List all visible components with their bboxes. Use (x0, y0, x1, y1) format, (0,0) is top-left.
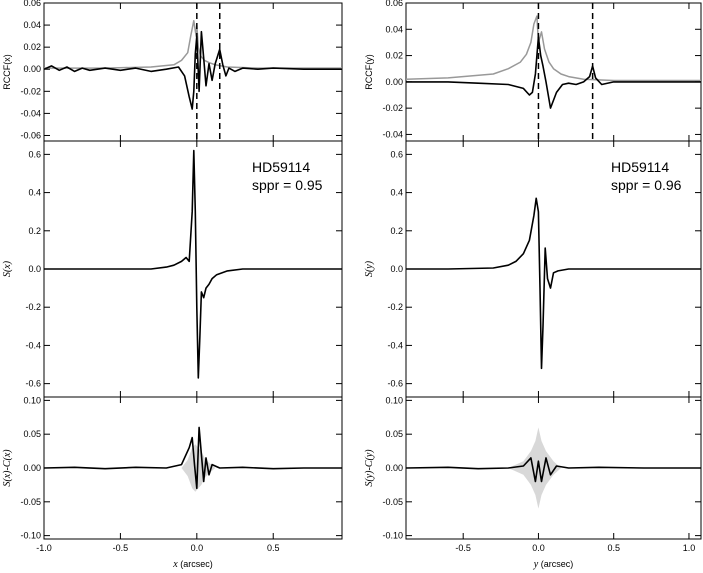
ytick-label: -0.4 (387, 340, 403, 350)
plot-area (406, 197, 701, 370)
xtick-label: -1.0 (36, 543, 52, 553)
plot-area (44, 149, 342, 379)
ytick-label: 0.05 (23, 429, 41, 439)
y-axis-label: S(y)-C(y) (364, 449, 375, 487)
xtick-label: 1.0 (683, 543, 696, 553)
ytick-label: 0.00 (23, 64, 41, 74)
ytick-label: 0.4 (390, 188, 403, 198)
ytick-label: 0.06 (23, 0, 41, 8)
plot-area (406, 3, 701, 141)
y-axis-label: RCCF(y) (364, 54, 374, 90)
ytick-label: 0.00 (23, 463, 41, 473)
ytick-label: -0.6 (25, 379, 41, 389)
ytick-label: 0.10 (385, 395, 403, 405)
ytick-label: -0.2 (25, 302, 41, 312)
xtick-label: 0.0 (191, 543, 204, 553)
left-chart: -0.06-0.04-0.020.000.020.040.06RCCF(x)-0… (2, 0, 343, 570)
ytick-label: -0.05 (20, 497, 41, 507)
ytick-label: 0.6 (28, 149, 41, 159)
x-axis-label: x (arcsec) (172, 559, 212, 570)
left-panel-rccf: -0.06 -0.04 -0.02 0.00 0.02 0.04 0.06 RCCF(x) (2, 0, 343, 142)
y-axis-label: S(x) (2, 260, 13, 277)
ytick-label: 0.06 (385, 0, 403, 8)
y-axis-label: RCCF(x) (2, 54, 12, 90)
xtick-label: -0.5 (455, 543, 471, 553)
ytick-label: -0.2 (387, 302, 403, 312)
y-axis-label: S(x)-C(x) (2, 449, 13, 487)
ytick-label: 0.00 (385, 77, 403, 87)
series-line-0 (44, 426, 342, 490)
ytick-label: 0.05 (385, 429, 403, 439)
ytick-label: 0.0 (390, 264, 403, 274)
right-panel-rccf: -0.04 -0.02 0.00 0.02 0.04 0.06 RCCF(y) (364, 0, 702, 142)
ytick-label: 0.02 (23, 42, 41, 52)
sppr-label: sppr = 0.96 (611, 177, 682, 193)
xtick-label: 0.5 (607, 543, 620, 553)
series-line-1 (44, 30, 342, 110)
ytick-label: 0.6 (390, 149, 403, 159)
star-name-label: HD59114 (611, 159, 669, 175)
series-line-0 (44, 149, 342, 379)
series-line-0 (406, 457, 701, 483)
plot-area (44, 426, 342, 492)
ytick-label: -0.02 (20, 86, 41, 96)
y-axis-label: S(y) (364, 260, 375, 277)
ytick-label: -0.10 (20, 531, 41, 541)
x-axis-label: y (arcsec) (533, 559, 573, 570)
plot-area (44, 3, 342, 141)
left-panel-resid: -0.10 -0.05 0.00 0.05 0.10 S(x)-C(x) (2, 395, 343, 541)
ytick-label: 0.4 (28, 188, 41, 198)
ytick-label: 0.04 (385, 24, 403, 34)
ytick-label: 0.02 (385, 51, 403, 61)
ytick-label: -0.4 (25, 340, 41, 350)
ytick-label: -0.04 (382, 129, 403, 139)
series-line-0 (406, 197, 701, 370)
ytick-label: -0.05 (382, 497, 403, 507)
ytick-label: -0.10 (382, 531, 403, 541)
left-panel-s: -0.6 -0.4 -0.2 0.0 0.2 0.4 0.6 S(x) HD59114 sppr … (2, 140, 343, 398)
ytick-label: -0.02 (382, 103, 403, 113)
xtick-label: -0.5 (113, 543, 129, 553)
star-name-label: HD59114 (252, 159, 310, 175)
series-line-0 (44, 19, 342, 69)
ytick-label: 0.00 (385, 463, 403, 473)
right-chart: -0.04-0.020.000.020.040.06RCCF(y)-0.6-0.… (364, 0, 702, 570)
xtick-label: 0.0 (532, 543, 545, 553)
plot-area (406, 427, 701, 509)
series-line-0 (406, 15, 701, 82)
right-panel-s: -0.6 -0.4 -0.2 0.0 0.2 0.4 0.6 S(y) HD59114 sppr … (364, 140, 702, 398)
series-line-1 (406, 36, 701, 109)
panel-frame (405, 2, 702, 142)
ytick-label: 0.2 (28, 226, 41, 236)
ytick-label: -0.6 (387, 379, 403, 389)
ytick-label: 0.04 (23, 20, 41, 30)
ytick-label: -0.06 (20, 130, 41, 140)
sppr-label: sppr = 0.95 (252, 177, 323, 193)
ytick-label: 0.0 (28, 264, 41, 274)
ytick-label: 0.2 (390, 226, 403, 236)
right-panel-resid: -0.10 -0.05 0.00 0.05 0.10 S(y)-C(y) (364, 395, 702, 541)
ytick-label: -0.04 (20, 108, 41, 118)
xtick-label: 0.5 (267, 543, 280, 553)
ytick-label: 0.10 (23, 395, 41, 405)
uncertainty-band (508, 427, 561, 509)
